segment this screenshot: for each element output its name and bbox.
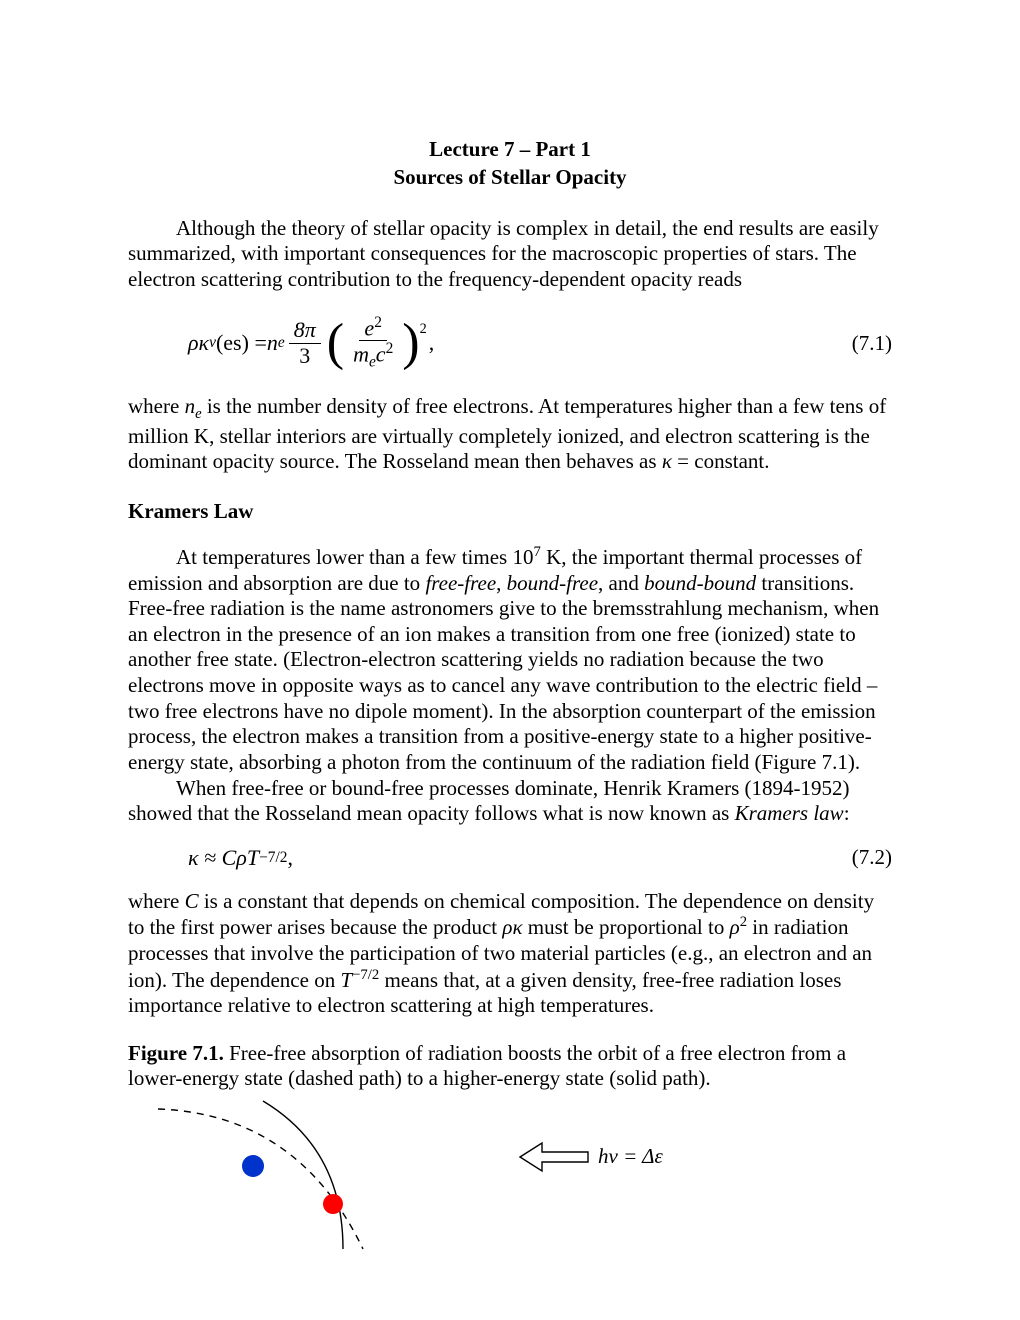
para3a: At temperatures lower than a few times 1… (176, 545, 533, 569)
eq-frac1-den: 3 (294, 344, 315, 368)
figure-caption: Figure 7.1. Free-free absorption of radi… (128, 1041, 892, 1092)
figcap-bold: Figure 7.1. (128, 1041, 224, 1065)
arrow-shape (520, 1143, 588, 1171)
photon-label: hν = Δε (598, 1144, 663, 1169)
eq-frac2-num1: e (364, 315, 374, 340)
para3c: , (496, 571, 507, 595)
eq-comma: , (429, 330, 435, 356)
figure-7-1: hν = Δε (128, 1094, 892, 1274)
eq-frac2: e2 mec2 (348, 315, 398, 372)
para5-r-sup: 2 (740, 914, 747, 930)
para5-T-sup: −7/2 (352, 967, 379, 983)
eq-n-sub: e (278, 334, 285, 352)
para5c: must be proportional to (523, 915, 730, 939)
para2b: is the number density of free electrons.… (128, 394, 886, 474)
para5: where C is a constant that depends on ch… (128, 889, 892, 1019)
eq-frac2-den-sup: 2 (386, 340, 394, 357)
para2: where ne is the number density of free e… (128, 394, 892, 475)
para5-T: T (340, 968, 352, 992)
para3-bf: bound-free (507, 571, 598, 595)
para5-r: ρ (730, 915, 740, 939)
page-title: Lecture 7 – Part 1 Sources of Stellar Op… (128, 135, 892, 192)
eq-frac2-den-sub: e (369, 354, 376, 371)
para2c: = constant. (672, 449, 770, 473)
para2a: where (128, 394, 185, 418)
para3: At temperatures lower than a few times 1… (128, 544, 892, 775)
eq-7-2-number: (7.2) (852, 845, 892, 870)
eq-frac2-den2: c (376, 341, 386, 366)
eq2-sup: −7/2 (259, 849, 287, 867)
ion-circle (242, 1155, 264, 1177)
eq2-comma: , (287, 845, 293, 871)
eq-frac1-num: 8π (294, 317, 316, 342)
eq-frac2-num-sup: 2 (374, 314, 382, 331)
eq-lhs-rest: (es) = (216, 330, 267, 356)
eq-outer-sup: 2 (420, 321, 427, 338)
para2-kappa: κ (662, 449, 672, 473)
eq-lhs-sub: ν (209, 334, 216, 352)
para3e: transitions. Free-free radiation is the … (128, 571, 879, 774)
solid-path (263, 1101, 343, 1249)
para4-kl: Kramers law (735, 801, 844, 825)
equation-7-1: ρκν(es) = ne 8π 3 ( e2 mec2 ) 2, (7.1) (128, 315, 892, 372)
eq-frac1: 8π 3 (289, 318, 321, 367)
eq-7-2-body: κ ≈ CρT−7/2, (128, 845, 852, 871)
para3-ff: free-free (425, 571, 496, 595)
para5-rk: ρκ (502, 915, 522, 939)
para5a: where (128, 889, 185, 913)
para2-ne: n (185, 394, 196, 418)
para3a-sup: 7 (533, 544, 540, 560)
para5-C: C (185, 889, 199, 913)
eq-7-1-number: (7.1) (852, 331, 892, 356)
figure-diagram (148, 1094, 508, 1264)
para3d: , and (598, 571, 644, 595)
eq-frac2-den1: m (353, 341, 369, 366)
para3-bb: bound-bound (644, 571, 756, 595)
equation-7-2: κ ≈ CρT−7/2, (7.2) (128, 845, 892, 871)
eq-n: n (267, 330, 278, 356)
page: Lecture 7 – Part 1 Sources of Stellar Op… (0, 0, 1020, 1320)
eq-lhs: ρκ (188, 330, 209, 356)
title-line-2: Sources of Stellar Opacity (393, 165, 626, 189)
para4b: : (844, 801, 850, 825)
section-heading-kramers: Kramers Law (128, 499, 892, 524)
title-line-1: Lecture 7 – Part 1 (429, 137, 591, 161)
eq-7-1-body: ρκν(es) = ne 8π 3 ( e2 mec2 ) 2, (128, 315, 852, 372)
eq2-lhs: κ ≈ CρT (188, 845, 259, 871)
para4: When free-free or bound-free processes d… (128, 776, 892, 827)
photon-arrow-icon (518, 1139, 598, 1175)
dashed-path (158, 1109, 363, 1249)
figcap-text: Free-free absorption of radiation boosts… (128, 1041, 846, 1091)
eq-bigparen: ( e2 mec2 ) (327, 315, 420, 372)
intro-paragraph: Although the theory of stellar opacity i… (128, 216, 892, 293)
electron-circle (323, 1194, 343, 1214)
